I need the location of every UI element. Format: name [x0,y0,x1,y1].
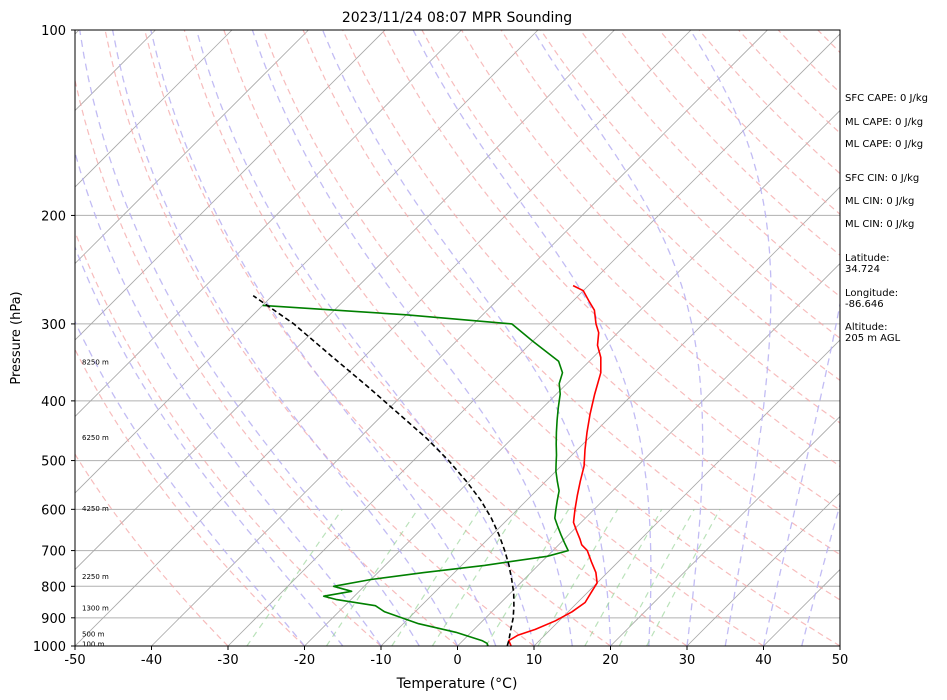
dewpoint-line [262,304,570,646]
moist-adiabat-line [689,30,772,646]
chart-title: 2023/11/24 08:07 MPR Sounding [342,10,572,26]
isotherm-line [457,262,840,646]
mixing-ratio-line [246,508,343,646]
mixing-ratio-line [485,508,570,646]
dry-adiabat-line [75,230,382,646]
moist-adiabat-line [79,30,420,646]
mixing-ratio-line [537,508,619,646]
dry-adiabat-line [75,348,305,646]
mixing-ratio-line [646,509,721,646]
x-tick-label: 0 [453,653,461,668]
y-tick-label: 1000 [33,640,66,655]
isotherm-line [151,30,768,646]
y-tick-label: 300 [41,318,66,333]
mixing-ratio-line [431,508,519,646]
moist-adiabat-line [251,30,573,646]
sfc-cin-annotation: SFC CIN: 0 J/kg [845,173,920,184]
moist-adiabat-line [75,245,344,646]
ml-cape-annotation: ML CAPE: 0 J/kg [845,117,924,128]
moist-adiabat-line [322,30,612,646]
x-axis-label: Temperature (°C) [396,676,518,692]
dry-adiabat-line [183,30,688,646]
isotherm-line [304,109,840,646]
moist-adiabat-line [532,30,704,646]
y-tick-label: 700 [41,545,66,560]
mixing-ratio-line [584,509,663,646]
ml-cin-annotation: ML CIN: 0 J/kg [845,196,915,207]
temperature-line [507,284,602,646]
isotherm-line [610,415,840,646]
x-tick-label: -30 [217,653,238,668]
x-tick-label: 50 [832,653,849,668]
dry-adiabat-line [144,30,611,646]
height-label: 2250 m [82,573,109,581]
dry-adiabat-line [104,30,535,646]
x-tick-label: -10 [370,653,391,668]
isotherm-line [75,30,462,418]
x-tick-label: 20 [602,653,619,668]
y-tick-label: 500 [41,455,66,470]
isotherm-line [227,33,840,646]
mixing-ratio-line [391,508,481,646]
latitude-annotation: Latitude: 34.724 [845,253,890,275]
mixing-ratio-line [325,508,419,646]
ml-cin-annotation-2: ML CIN: 0 J/kg [845,219,915,230]
moist-adiabat-line [75,320,306,646]
dry-adiabat-line [262,30,840,646]
isotherm-line [380,186,840,646]
isotherm-line [75,30,309,265]
y-axis-label: Pressure (hPa) [9,291,24,384]
isotherm-line [75,30,615,571]
moist-adiabat-line [412,30,652,646]
isotherm-line [686,492,840,646]
isotherm-line [75,30,539,494]
x-tick-label: 30 [679,653,696,668]
isotherm-line [75,30,386,341]
y-tick-label: 100 [41,24,66,39]
height-label: 8250 m [82,358,109,366]
y-tick-label: 200 [41,209,66,224]
isotherm-line [75,30,233,188]
longitude-annotation: Longitude: -86.646 [845,288,899,310]
sfc-cape-annotation: SFC CAPE: 0 J/kg [845,93,928,104]
x-tick-label: 40 [755,653,772,668]
x-tick-label: -20 [294,653,315,668]
height-label: 6250 m [82,434,109,442]
mixing-ratio-line [618,509,695,646]
moist-adiabat-line [75,150,382,646]
height-label: 1300 m [82,605,109,613]
isotherm-line [75,30,692,646]
parcel-path-line [252,295,515,646]
dry-adiabat-line [75,77,458,646]
moist-adiabat-line [150,30,497,646]
height-label: 500 m [82,631,105,639]
dry-adiabat-line [579,30,840,298]
y-tick-label: 900 [41,612,66,627]
altitude-annotation: Altitude: 205 m AGL [845,322,901,344]
x-tick-label: -40 [141,653,162,668]
ml-cape-annotation-2: ML CAPE: 0 J/kg [845,139,924,150]
height-label: 4250 m [82,505,109,513]
moist-adiabat-line [111,30,459,646]
isotherm-line [533,339,840,646]
x-tick-label: -50 [64,653,85,668]
y-tick-label: 800 [41,580,66,595]
y-tick-label: 400 [41,395,66,410]
moist-adiabat-line [195,30,535,646]
y-tick-label: 600 [41,503,66,518]
height-label: 100 m [82,640,105,648]
x-tick-label: 10 [526,653,543,668]
